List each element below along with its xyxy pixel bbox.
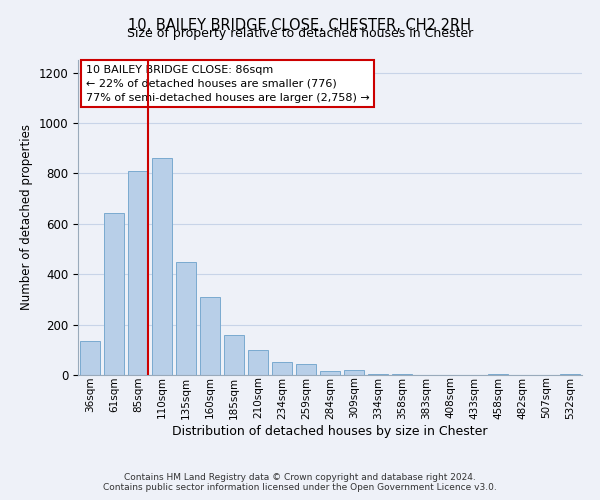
Bar bbox=[560, 374, 580, 375]
Bar bbox=[224, 336, 244, 375]
Bar bbox=[368, 374, 388, 375]
X-axis label: Distribution of detached houses by size in Chester: Distribution of detached houses by size … bbox=[172, 426, 488, 438]
Bar bbox=[104, 213, 124, 375]
Text: Contains public sector information licensed under the Open Government Licence v3: Contains public sector information licen… bbox=[103, 482, 497, 492]
Bar bbox=[128, 171, 148, 375]
Bar bbox=[272, 362, 292, 375]
Text: Size of property relative to detached houses in Chester: Size of property relative to detached ho… bbox=[127, 28, 473, 40]
Text: Contains HM Land Registry data © Crown copyright and database right 2024.: Contains HM Land Registry data © Crown c… bbox=[124, 472, 476, 482]
Bar bbox=[344, 370, 364, 375]
Bar bbox=[248, 350, 268, 375]
Bar bbox=[296, 364, 316, 375]
Bar bbox=[200, 298, 220, 375]
Text: 10 BAILEY BRIDGE CLOSE: 86sqm
← 22% of detached houses are smaller (776)
77% of : 10 BAILEY BRIDGE CLOSE: 86sqm ← 22% of d… bbox=[86, 64, 370, 102]
Y-axis label: Number of detached properties: Number of detached properties bbox=[20, 124, 33, 310]
Bar bbox=[152, 158, 172, 375]
Text: 10, BAILEY BRIDGE CLOSE, CHESTER, CH2 2RH: 10, BAILEY BRIDGE CLOSE, CHESTER, CH2 2R… bbox=[128, 18, 472, 32]
Bar bbox=[320, 371, 340, 375]
Bar bbox=[488, 374, 508, 375]
Bar bbox=[392, 374, 412, 375]
Bar bbox=[80, 341, 100, 375]
Bar bbox=[176, 262, 196, 375]
